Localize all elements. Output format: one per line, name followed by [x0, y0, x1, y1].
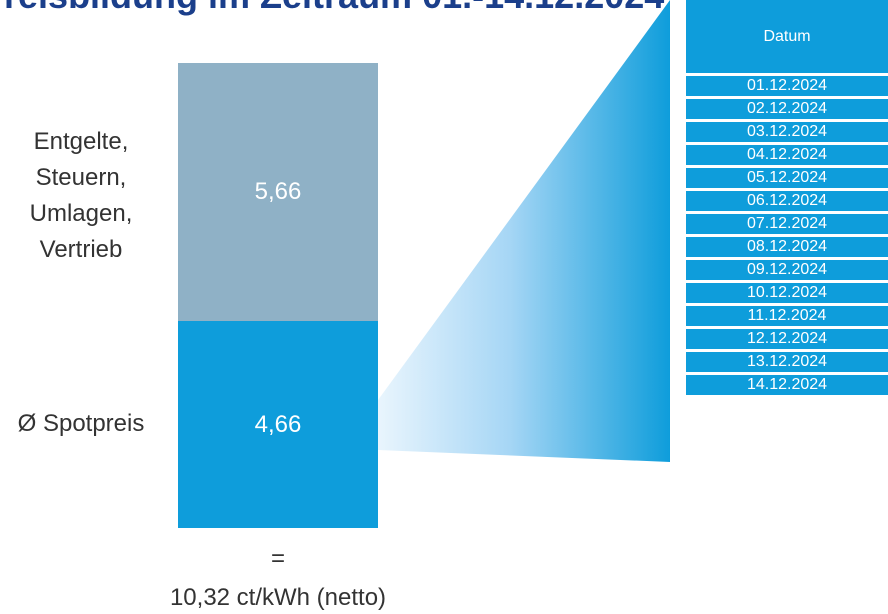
date-row: 06.12.2024 [686, 191, 888, 211]
date-row: 12.12.2024 [686, 329, 888, 349]
bar-segment-value: 4,66 [254, 410, 302, 438]
date-row: 02.12.2024 [686, 99, 888, 119]
equals-sign: = [270, 545, 285, 572]
bar-segment-fees: 5,66 [178, 63, 378, 321]
segment-label-fees: Entgelte, Steuern, Umlagen, Vertrieb [6, 124, 156, 268]
segment-label-line: Steuern, [35, 164, 127, 191]
total-value: 10,32 ct/kWh (netto) [169, 584, 387, 611]
date-row: 04.12.2024 [686, 145, 888, 165]
date-row: 10.12.2024 [686, 283, 888, 303]
date-row: 03.12.2024 [686, 122, 888, 142]
page-title: Preisbildung im Zeitraum 01.-14.12.2024 [0, 0, 740, 16]
date-row: 01.12.2024 [686, 76, 888, 96]
date-table-header: Datum [686, 0, 888, 73]
bar-segment-spot: 4,66 [178, 321, 378, 528]
date-row: 05.12.2024 [686, 168, 888, 188]
date-row: 13.12.2024 [686, 352, 888, 372]
segment-label-line: Entgelte, [33, 128, 129, 155]
date-row: 07.12.2024 [686, 214, 888, 234]
date-table: Datum 01.12.2024 02.12.2024 03.12.2024 0… [686, 0, 888, 395]
zoom-funnel-shape [378, 0, 670, 462]
date-row: 11.12.2024 [686, 306, 888, 326]
date-row: 09.12.2024 [686, 260, 888, 280]
segment-label-line: Vertrieb [39, 236, 123, 263]
bar-segment-value: 5,66 [254, 178, 302, 205]
segment-label-spot: Ø Spotpreis [17, 410, 145, 437]
date-row: 08.12.2024 [686, 237, 888, 257]
segment-label-line: Umlagen, [29, 200, 133, 227]
date-row: 14.12.2024 [686, 375, 888, 395]
